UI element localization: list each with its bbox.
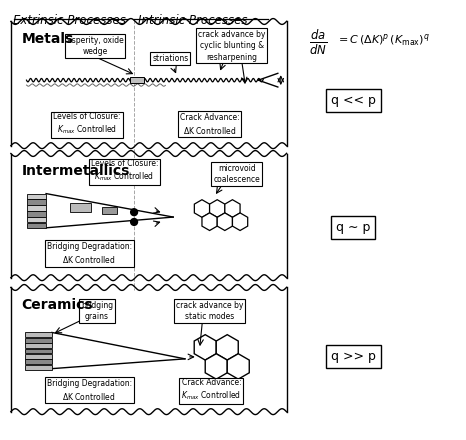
Text: striations: striations — [152, 54, 188, 63]
Bar — [25, 348, 52, 353]
Polygon shape — [11, 18, 287, 149]
Text: microvoid
coalescence: microvoid coalescence — [213, 164, 260, 184]
Circle shape — [130, 219, 137, 225]
Polygon shape — [216, 335, 238, 360]
Text: q ∼ p: q ∼ p — [336, 221, 370, 235]
Bar — [25, 354, 52, 359]
Bar — [27, 205, 46, 211]
Circle shape — [130, 209, 137, 216]
Bar — [25, 343, 52, 348]
Bar — [27, 223, 46, 228]
Text: Levels of Closure:
$K_{max}$ Controlled: Levels of Closure: $K_{max}$ Controlled — [90, 159, 158, 183]
Polygon shape — [194, 200, 210, 217]
Polygon shape — [194, 335, 216, 360]
Polygon shape — [233, 213, 248, 231]
Polygon shape — [210, 200, 225, 217]
Bar — [69, 203, 91, 212]
Text: Extrinsic Processes: Extrinsic Processes — [13, 14, 126, 27]
Text: crack advance by
static modes: crack advance by static modes — [176, 301, 243, 321]
Polygon shape — [205, 354, 227, 379]
Text: Crack Advance:
$K_{max}$ Controlled: Crack Advance: $K_{max}$ Controlled — [181, 378, 241, 402]
Bar — [27, 199, 46, 205]
Polygon shape — [225, 200, 240, 217]
Text: $\frac{da}{dN}$: $\frac{da}{dN}$ — [309, 27, 327, 57]
Bar — [27, 217, 46, 223]
Bar — [25, 365, 52, 370]
Text: Bridging Degradation:
$\Delta$K Controlled: Bridging Degradation: $\Delta$K Controll… — [47, 379, 132, 402]
Text: q >> p: q >> p — [331, 350, 376, 363]
Text: Ceramics: Ceramics — [21, 298, 93, 312]
Bar — [27, 211, 46, 216]
Polygon shape — [11, 285, 287, 414]
Text: q << p: q << p — [331, 94, 376, 107]
Text: $= C\,(\Delta K)^p\,(K_{\rm max})^q$: $= C\,(\Delta K)^p\,(K_{\rm max})^q$ — [336, 32, 430, 48]
Text: Levels of Closure:
$K_{max}$ Controlled: Levels of Closure: $K_{max}$ Controlled — [54, 112, 121, 136]
Polygon shape — [11, 150, 287, 281]
Polygon shape — [217, 213, 233, 231]
Polygon shape — [227, 354, 249, 379]
Text: asperity, oxide
wedge: asperity, oxide wedge — [67, 36, 123, 56]
Text: Bridging Degradation:
$\Delta$K Controlled: Bridging Degradation: $\Delta$K Controll… — [47, 242, 132, 264]
Text: Metals: Metals — [21, 32, 74, 46]
Bar — [27, 194, 46, 199]
Text: Intrinsic Processes: Intrinsic Processes — [138, 14, 247, 27]
Bar — [130, 77, 144, 83]
Bar — [25, 333, 52, 337]
Bar — [25, 359, 52, 364]
Bar — [102, 207, 117, 214]
Text: bridging
grains: bridging grains — [81, 301, 113, 321]
Text: Crack Advance:
$\Delta$K Controlled: Crack Advance: $\Delta$K Controlled — [179, 113, 239, 136]
Text: Intermetallics: Intermetallics — [21, 164, 130, 178]
Bar — [25, 338, 52, 343]
Polygon shape — [202, 213, 217, 231]
Text: crack advance by
cyclic blunting &
resharpening: crack advance by cyclic blunting & resha… — [198, 30, 266, 62]
